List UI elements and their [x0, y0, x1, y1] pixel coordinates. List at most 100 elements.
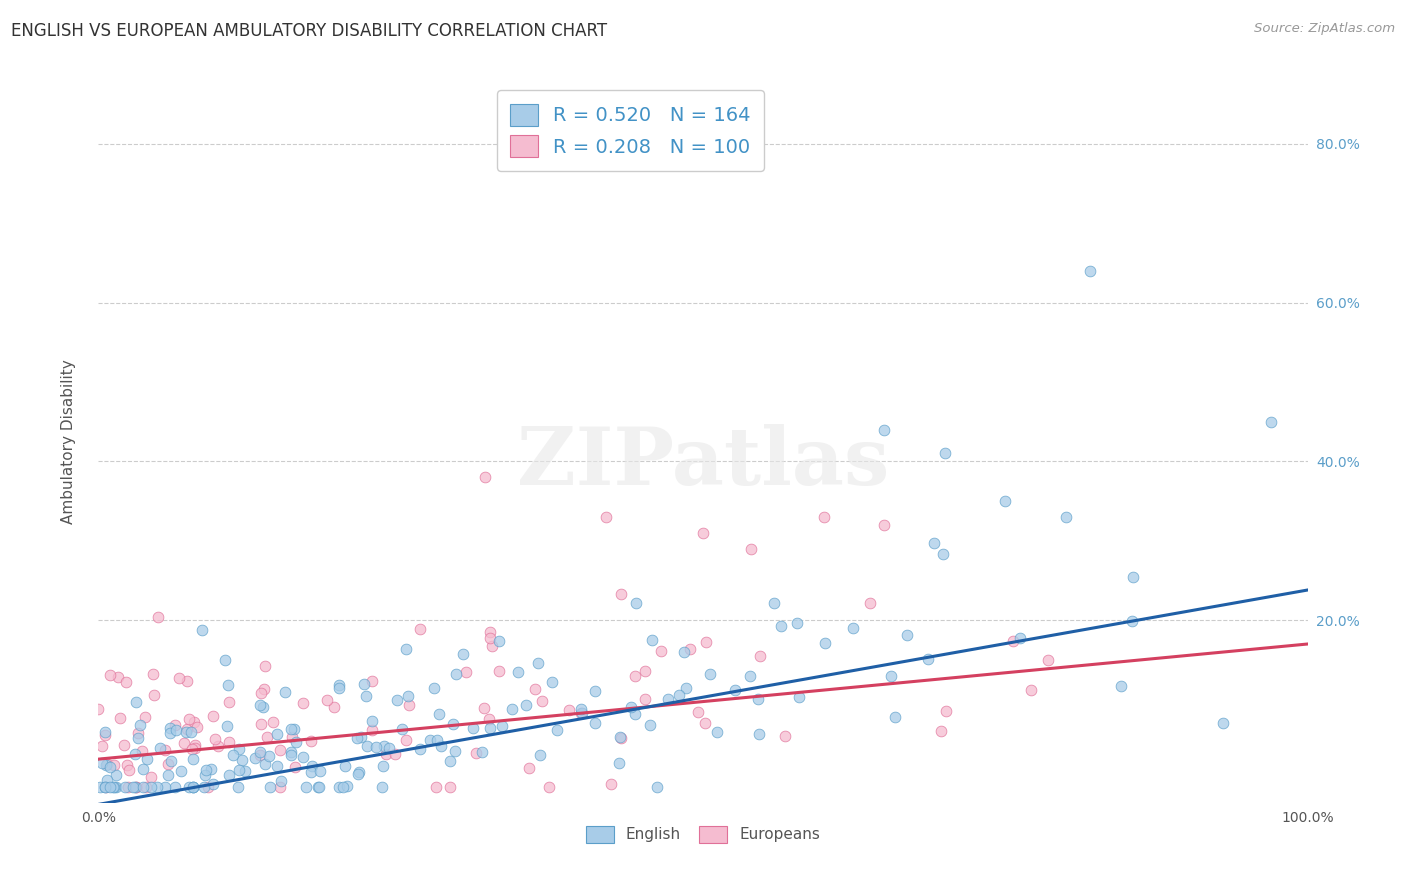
Point: [353, 677, 375, 691]
Point: [262, 714, 284, 729]
Point: [374, 747, 396, 762]
Point: [501, 702, 523, 716]
Point: [692, 525, 714, 540]
Point: [110, 711, 132, 725]
Point: [558, 703, 581, 717]
Point: [181, 742, 204, 756]
Point: [409, 742, 432, 756]
Point: [488, 633, 510, 648]
Point: [425, 780, 447, 794]
Point: [165, 723, 187, 737]
Point: [94, 780, 117, 794]
Point: [218, 768, 240, 782]
Point: [94, 758, 117, 772]
Point: [124, 780, 146, 794]
Point: [149, 741, 172, 756]
Point: [132, 762, 155, 776]
Point: [526, 656, 548, 670]
Point: [922, 536, 945, 550]
Point: [125, 695, 148, 709]
Point: [218, 695, 240, 709]
Point: [280, 745, 302, 759]
Point: [249, 698, 271, 712]
Point: [250, 717, 273, 731]
Point: [301, 758, 323, 772]
Point: [167, 672, 190, 686]
Point: [124, 747, 146, 762]
Point: [125, 780, 148, 794]
Point: [243, 750, 266, 764]
Point: [105, 768, 128, 782]
Point: [634, 664, 657, 678]
Point: [638, 718, 661, 732]
Point: [176, 722, 198, 736]
Point: [184, 740, 207, 755]
Point: [461, 722, 484, 736]
Point: [1122, 570, 1144, 584]
Point: [396, 689, 419, 703]
Point: [517, 761, 540, 775]
Point: [94, 780, 117, 794]
Point: [1121, 614, 1143, 628]
Point: [585, 716, 607, 731]
Point: [1078, 264, 1101, 278]
Point: [1010, 631, 1032, 645]
Point: [132, 780, 155, 794]
Point: [624, 596, 647, 610]
Point: [170, 764, 193, 778]
Point: [427, 706, 450, 721]
Point: [269, 780, 291, 794]
Point: [1038, 653, 1060, 667]
Point: [441, 717, 464, 731]
Point: [932, 547, 955, 561]
Point: [252, 699, 274, 714]
Point: [569, 706, 592, 720]
Point: [773, 729, 796, 743]
Point: [583, 684, 606, 698]
Text: ZIPatlas: ZIPatlas: [517, 425, 889, 502]
Point: [1001, 634, 1024, 648]
Point: [280, 747, 302, 762]
Point: [668, 688, 690, 702]
Point: [546, 723, 568, 737]
Point: [409, 622, 432, 636]
Point: [328, 780, 350, 794]
Legend: English, Europeans: English, Europeans: [581, 820, 825, 849]
Point: [266, 727, 288, 741]
Point: [139, 770, 162, 784]
Point: [641, 633, 664, 648]
Point: [145, 780, 167, 794]
Point: [859, 596, 882, 610]
Point: [917, 652, 939, 666]
Point: [177, 712, 200, 726]
Point: [284, 735, 307, 749]
Point: [446, 667, 468, 681]
Point: [323, 699, 346, 714]
Point: [274, 685, 297, 699]
Point: [813, 510, 835, 524]
Point: [228, 763, 250, 777]
Point: [349, 764, 371, 779]
Point: [356, 739, 378, 753]
Point: [748, 649, 770, 664]
Point: [444, 744, 467, 758]
Point: [122, 780, 145, 794]
Point: [118, 763, 141, 777]
Point: [117, 780, 139, 794]
Point: [515, 698, 537, 713]
Point: [193, 780, 215, 794]
Point: [228, 741, 250, 756]
Point: [740, 668, 762, 682]
Point: [218, 734, 240, 748]
Point: [673, 645, 696, 659]
Point: [107, 670, 129, 684]
Point: [153, 780, 176, 794]
Point: [360, 674, 382, 689]
Point: [569, 701, 592, 715]
Point: [103, 758, 125, 772]
Point: [191, 623, 214, 637]
Point: [250, 686, 273, 700]
Point: [634, 692, 657, 706]
Point: [308, 780, 330, 794]
Point: [91, 739, 114, 754]
